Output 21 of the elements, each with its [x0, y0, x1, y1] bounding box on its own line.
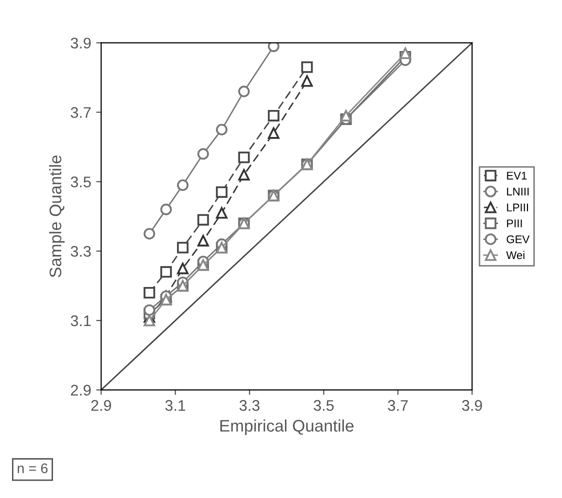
y-tick-label: 3.3	[70, 246, 91, 257]
x-axis-title: Empirical Quantile	[220, 419, 354, 435]
legend-label: PIII	[507, 220, 522, 228]
text: n = 6	[18, 463, 48, 474]
y-tick-label: 3.5	[70, 176, 91, 188]
x-tick-label: 3.7	[388, 400, 408, 411]
legend-label: Wei	[506, 250, 524, 260]
y-tick-label: 3.7	[70, 107, 91, 118]
legend-label: LNIII	[507, 188, 529, 196]
x-tick-label: 3.3	[239, 400, 260, 411]
y-tick-label: 3.1	[70, 315, 91, 326]
legend-label: GEV	[506, 235, 530, 244]
y-tick-label: 3.9	[70, 38, 91, 49]
x-tick-label: 3.1	[165, 400, 186, 411]
legend-label: LPIII	[507, 204, 528, 212]
x-tick-label: 3.9	[462, 400, 482, 411]
y-axis-title: Sample Quantile	[49, 156, 65, 278]
y-tick-label: 2.9	[70, 384, 91, 396]
legend-label: EV1	[507, 172, 527, 180]
x-tick-label: 3.5	[314, 400, 334, 411]
x-tick-label: 2.9	[91, 400, 112, 411]
